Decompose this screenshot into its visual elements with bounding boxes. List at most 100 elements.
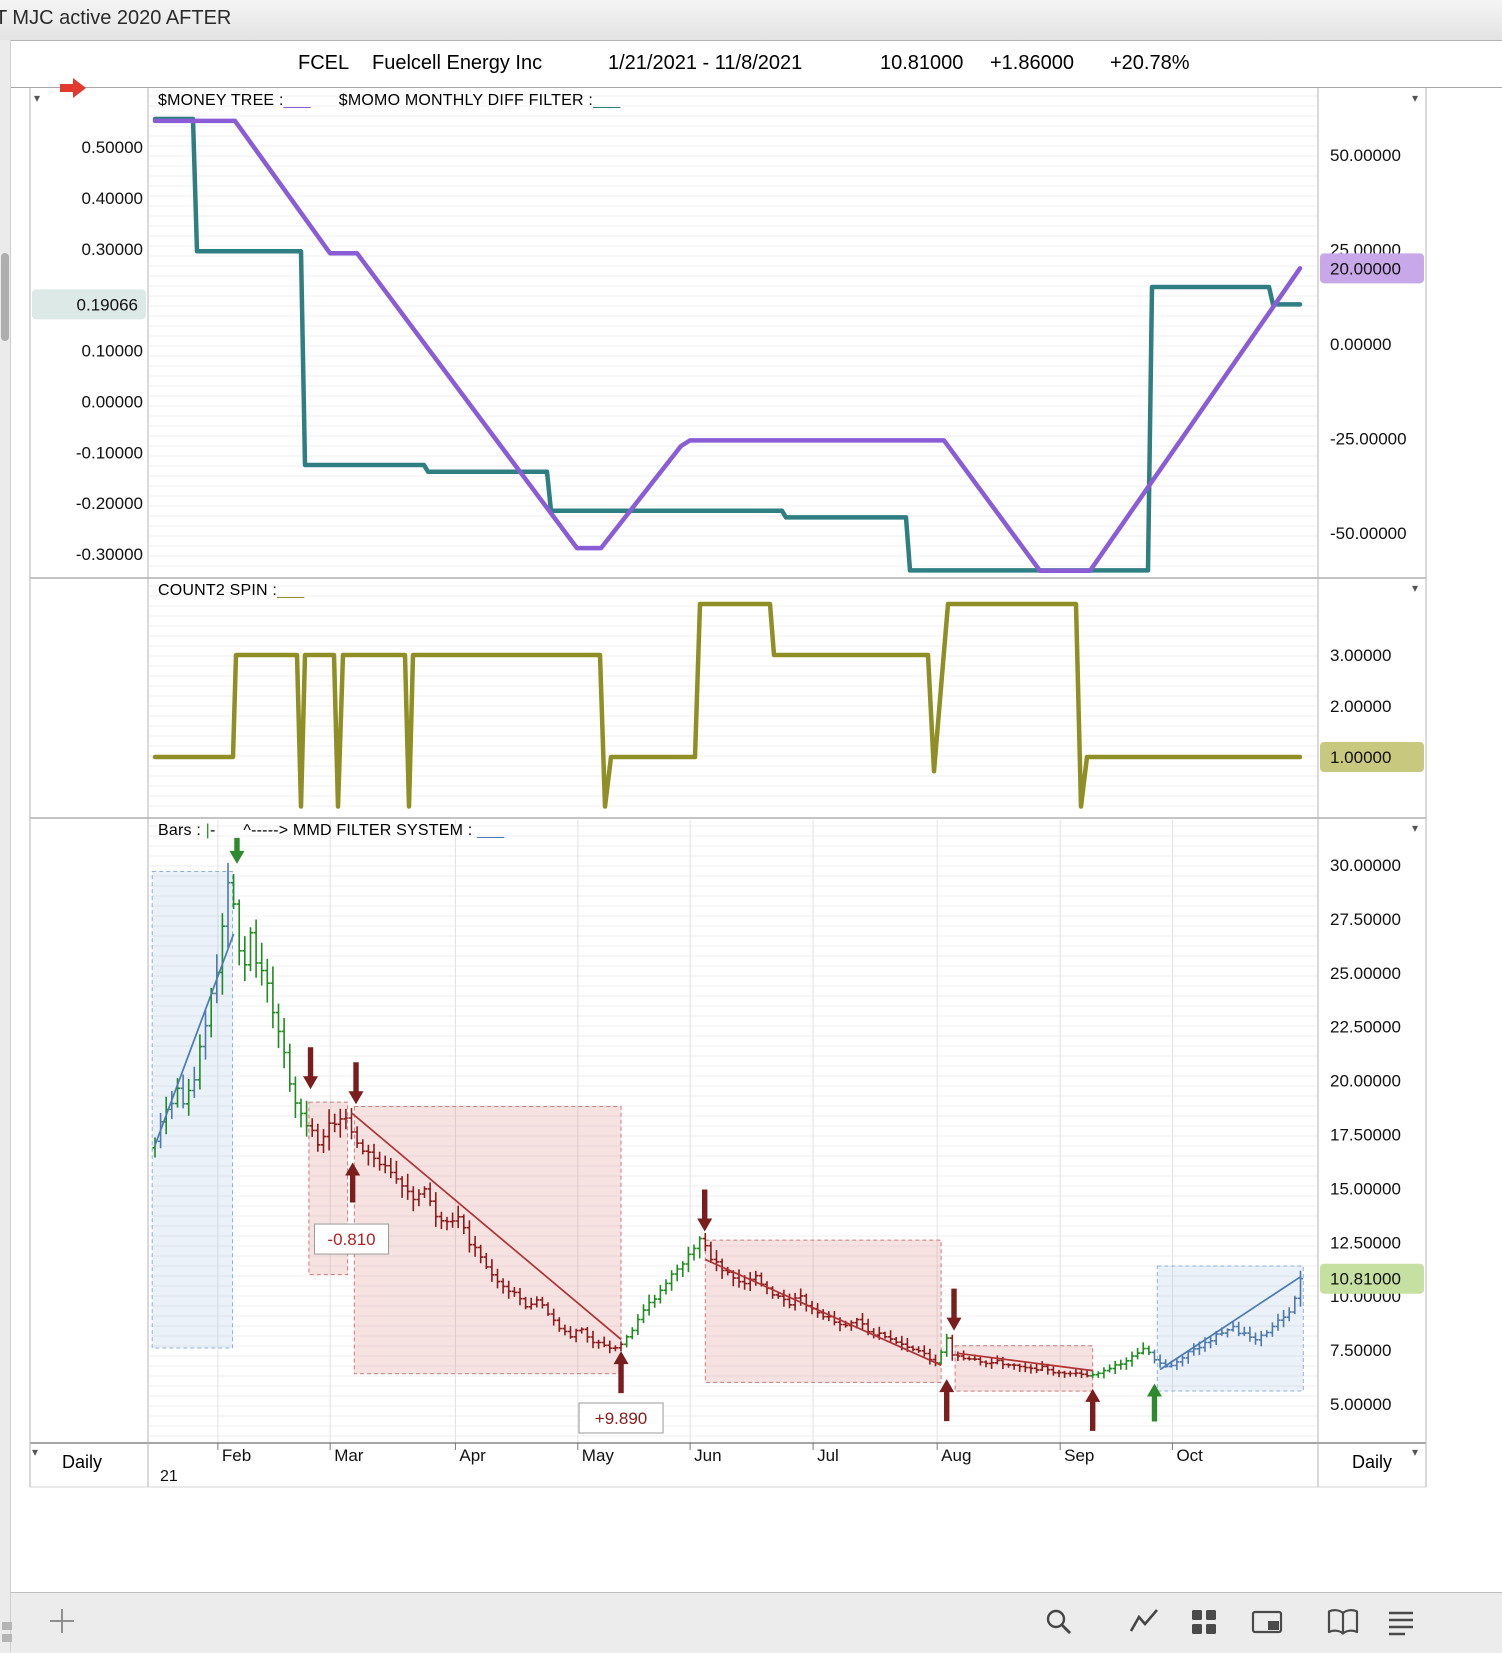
panel-title-segment: | <box>205 822 210 839</box>
panel-title-segment: $MOMO MONTHLY DIFF FILTER : <box>310 92 594 109</box>
money-tree-line <box>152 118 1303 574</box>
quote-header: FCEL Fuelcell Energy Inc 1/21/2021 - 11/… <box>0 40 1502 98</box>
svg-text:0.19066: 0.19066 <box>77 295 138 314</box>
indicator-middle-right-axis-badge: 1.00000 <box>1320 742 1424 773</box>
signal-boxes <box>151 871 1304 1392</box>
left-scrollbar[interactable] <box>0 40 11 1652</box>
svg-text:20.00000: 20.00000 <box>1330 259 1401 278</box>
panel-title-segment: COUNT2 SPIN : <box>158 582 278 599</box>
svg-text:-0.20000: -0.20000 <box>76 494 143 513</box>
svg-text:+9.890: +9.890 <box>595 1409 647 1428</box>
svg-text:Mar: Mar <box>334 1446 364 1465</box>
svg-text:Jun: Jun <box>694 1446 721 1465</box>
month-gridlines <box>217 820 1173 1443</box>
indicator-top-right-axis-labels: 50.0000025.000000.00000-25.00000-50.0000… <box>1330 146 1407 543</box>
svg-text:0.40000: 0.40000 <box>82 189 143 208</box>
grid-icon[interactable] <box>1189 1607 1219 1642</box>
plus-icon[interactable] <box>46 1605 78 1642</box>
svg-text:Sep: Sep <box>1064 1446 1094 1465</box>
indicator-top-gridlines <box>149 95 1317 567</box>
svg-text:10.81000: 10.81000 <box>1330 1270 1401 1289</box>
svg-text:12.50000: 12.50000 <box>1330 1233 1401 1252</box>
svg-text:3.00000: 3.00000 <box>1330 646 1391 665</box>
svg-text:-0.30000: -0.30000 <box>76 545 143 564</box>
svg-text:0.50000: 0.50000 <box>82 138 143 157</box>
svg-text:50.00000: 50.00000 <box>1330 146 1401 165</box>
last-price: 10.81000 <box>880 52 964 74</box>
svg-text:20.00000: 20.00000 <box>1330 1072 1401 1091</box>
indicator-middle-right-axis-labels: 3.00000 2.00000 <box>1330 646 1391 716</box>
collapse-triangle-icon[interactable]: ▾ <box>1412 91 1419 105</box>
svg-text:Oct: Oct <box>1176 1446 1203 1465</box>
red-right-arrow-icon[interactable] <box>36 52 87 98</box>
scrollbar-thumb[interactable] <box>1 253 9 341</box>
panel-title-segment: $MONEY TREE : <box>158 92 284 109</box>
panel1-title: $MONEY TREE :___ $MOMO MONTHLY DIFF FILT… <box>158 92 620 110</box>
company-name: Fuelcell Energy Inc <box>372 52 543 74</box>
panel-title-segment: ___ <box>477 822 505 839</box>
indicator-top-left-axis-badge: 0.19066 <box>32 289 146 320</box>
panel-borders <box>29 88 1427 1488</box>
svg-text:Apr: Apr <box>459 1446 486 1465</box>
price-change: +1.86000 <box>990 52 1074 74</box>
svg-text:21: 21 <box>160 1468 178 1485</box>
svg-text:25.00000: 25.00000 <box>1330 964 1401 983</box>
percent-change: +20.78% <box>1110 52 1190 74</box>
symbol: FCEL <box>298 52 350 74</box>
interval-label-right[interactable]: Daily <box>1352 1452 1393 1472</box>
svg-text:-25.00000: -25.00000 <box>1330 429 1407 448</box>
date-range: 1/21/2021 - 11/8/2021 <box>608 52 803 74</box>
momo-monthly-diff-filter-line <box>152 116 1303 573</box>
panel-title-segment: Bars : <box>158 822 206 839</box>
panel-icon[interactable] <box>1251 1607 1283 1642</box>
svg-text:17.50000: 17.50000 <box>1330 1125 1401 1144</box>
x-axis: Feb Mar Apr May Jun Jul Aug Sep Oct 21 <box>160 1443 1203 1485</box>
indicator-middle-gridlines <box>149 585 1317 807</box>
window-corner-icons[interactable] <box>2 1620 16 1651</box>
collapse-triangle-icon[interactable]: ▾ <box>1412 821 1419 835</box>
panel2-title: COUNT2 SPIN :___ <box>158 582 304 600</box>
window-titlebar: T MJC active 2020 AFTER <box>0 0 1502 41</box>
svg-text:22.50000: 22.50000 <box>1330 1018 1401 1037</box>
indicator-top-right-axis-badge: 20.00000 <box>1320 253 1424 284</box>
indicator-top-left-axis-labels: 0.50000 0.40000 0.30000 0.10000 0.00000 -0.10… <box>76 138 143 564</box>
annotation-labels: -0.810 +9.890 <box>314 1223 664 1434</box>
svg-text:0.00000: 0.00000 <box>82 392 143 411</box>
price-right-axis-badge: 10.81000 <box>1320 1263 1424 1294</box>
bottom-toolbar <box>0 1592 1502 1653</box>
svg-text:0.30000: 0.30000 <box>82 240 143 259</box>
collapse-triangle-icon[interactable]: ▾ <box>1412 581 1419 595</box>
panel-title-segment: ___ <box>277 582 305 599</box>
book-icon[interactable] <box>1326 1607 1360 1642</box>
svg-text:30.00000: 30.00000 <box>1330 856 1401 875</box>
svg-text:27.50000: 27.50000 <box>1330 910 1401 929</box>
collapse-triangle-icon[interactable]: ▾ <box>1412 1445 1419 1459</box>
zoom-icon[interactable] <box>1044 1607 1074 1642</box>
svg-text:May: May <box>582 1446 615 1465</box>
trendlines <box>154 933 1301 1372</box>
panel-title-segment: ___ <box>593 92 621 109</box>
svg-text:-0.10000: -0.10000 <box>76 443 143 462</box>
chart-line-icon[interactable] <box>1129 1607 1159 1642</box>
price-right-axis-labels: 30.00000 27.50000 25.00000 22.50000 20.00000… <box>1330 856 1401 1414</box>
window-title: T MJC active 2020 AFTER <box>0 7 232 29</box>
count2-spin-line <box>152 601 1303 809</box>
interval-label-left[interactable]: Daily <box>62 1452 103 1472</box>
svg-text:1.00000: 1.00000 <box>1330 748 1391 767</box>
svg-text:-0.810: -0.810 <box>327 1230 375 1249</box>
collapse-triangle-icon[interactable]: ▾ <box>32 1445 39 1459</box>
svg-text:-50.00000: -50.00000 <box>1330 524 1407 543</box>
svg-text:7.50000: 7.50000 <box>1330 1341 1391 1360</box>
svg-text:Jul: Jul <box>817 1446 839 1465</box>
panel-title-segment: ___ <box>283 92 311 109</box>
price-bars <box>152 862 1304 1379</box>
svg-text:0.00000: 0.00000 <box>1330 335 1391 354</box>
menu-icon[interactable] <box>1386 1607 1416 1642</box>
signal-arrows <box>229 837 1162 1431</box>
panel-title-segment: - ^-----> MMD FILTER SYSTEM : <box>210 822 478 839</box>
collapse-triangle-icon[interactable]: ▾ <box>34 91 41 105</box>
svg-text:Feb: Feb <box>222 1446 251 1465</box>
svg-text:Aug: Aug <box>941 1446 971 1465</box>
svg-text:5.00000: 5.00000 <box>1330 1395 1391 1414</box>
